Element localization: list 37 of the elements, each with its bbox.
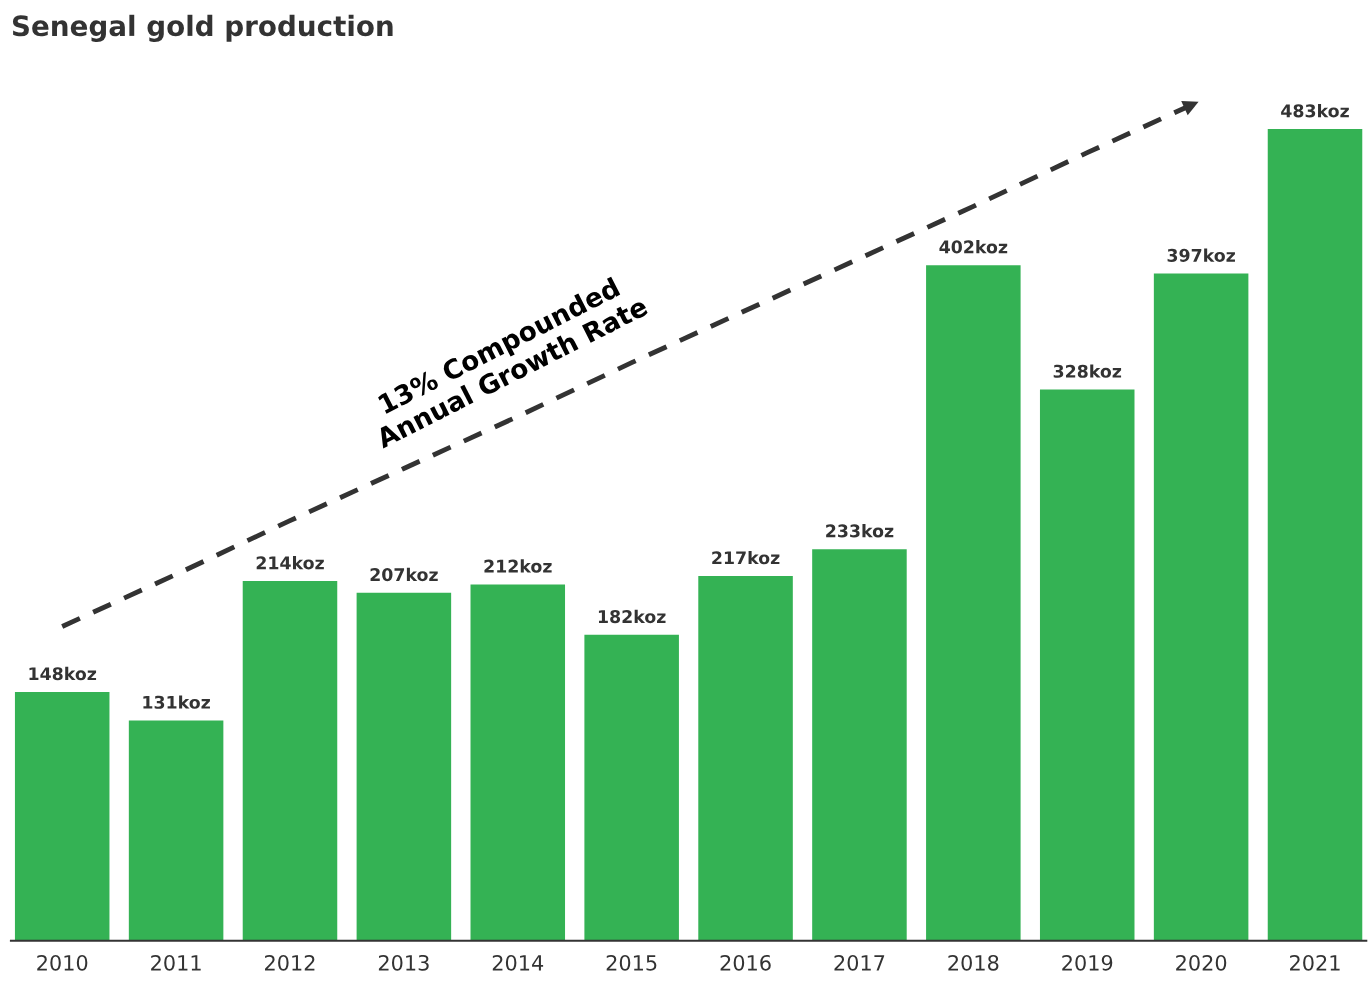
x-tick-label: 2013	[378, 954, 429, 971]
bar	[470, 584, 566, 941]
bar	[242, 581, 338, 941]
bar	[812, 549, 907, 941]
bar	[1153, 273, 1249, 941]
x-tick-label: 2011	[151, 954, 201, 971]
data-label: 328koz	[1053, 364, 1122, 378]
x-tick-label: 2021	[1290, 954, 1340, 971]
x-tick-label: 2010	[37, 954, 88, 971]
bar	[1267, 129, 1363, 941]
data-label: 402koz	[939, 240, 1008, 254]
data-label: 148koz	[29, 666, 97, 681]
bar	[926, 265, 1021, 941]
bar	[356, 592, 452, 941]
x-tick-label: 2015	[606, 954, 657, 971]
data-label: 131koz	[143, 695, 210, 709]
x-tick-label: 2014	[492, 954, 544, 971]
x-tick-label: 2020	[1176, 954, 1227, 971]
bar	[14, 691, 110, 941]
bar	[128, 720, 224, 941]
data-label: 182koz	[598, 609, 666, 624]
x-tick-label: 2018	[948, 954, 999, 971]
data-label: 233koz	[826, 524, 894, 538]
bar	[698, 576, 793, 941]
bar	[1039, 389, 1135, 941]
data-label: 214koz	[256, 555, 324, 570]
x-tick-label: 2016	[720, 954, 771, 971]
data-label: 207koz	[370, 567, 438, 582]
x-tick-label: 2019	[1062, 954, 1113, 971]
x-tick-label: 2017	[834, 954, 885, 971]
data-label: 397koz	[1167, 248, 1235, 262]
bar	[584, 634, 679, 941]
data-label: 483koz	[1281, 103, 1349, 118]
x-tick-label: 2012	[265, 954, 315, 971]
data-label: 217koz	[712, 550, 780, 565]
data-label: 212koz	[484, 559, 552, 573]
chart-title: Senegal gold production	[12, 14, 393, 42]
